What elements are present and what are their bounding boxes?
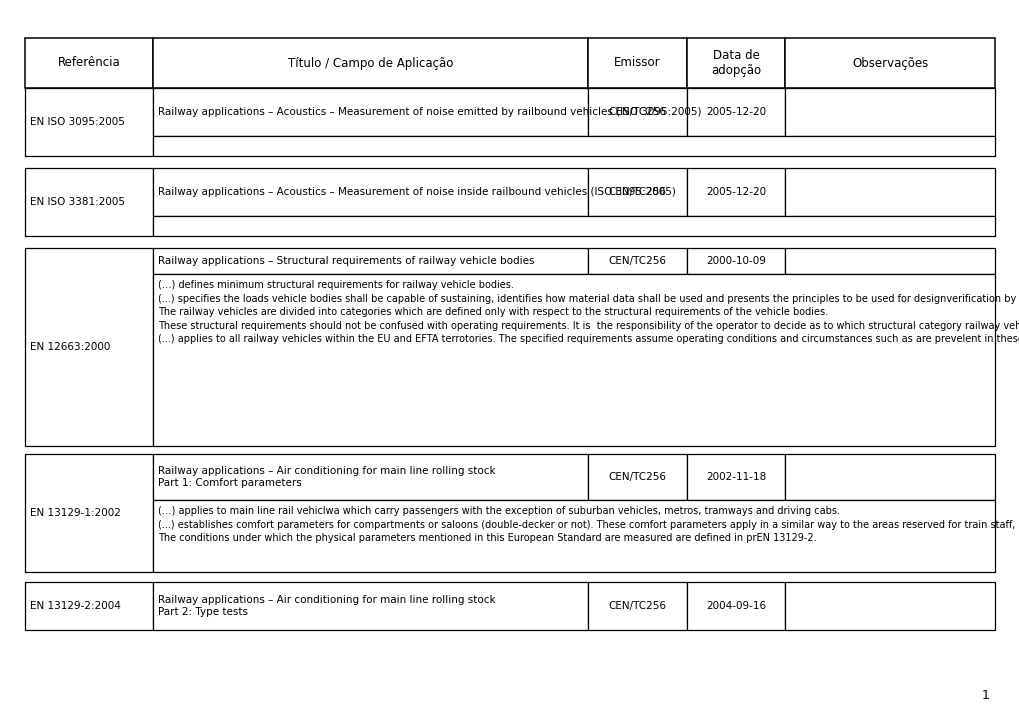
- Text: CEN/TC256: CEN/TC256: [607, 107, 665, 117]
- Bar: [587, 38, 686, 88]
- Text: Observações: Observações: [851, 56, 927, 70]
- Text: EN 13129-2:2004: EN 13129-2:2004: [30, 601, 121, 611]
- Text: 2000-10-09: 2000-10-09: [705, 256, 765, 266]
- Bar: [153, 168, 587, 216]
- Bar: [686, 168, 785, 216]
- Bar: [25, 248, 153, 446]
- Bar: [25, 38, 153, 88]
- Text: 2004-09-16: 2004-09-16: [705, 601, 765, 611]
- Bar: [25, 454, 153, 572]
- Bar: [785, 168, 994, 216]
- Text: CEN/TC256: CEN/TC256: [607, 601, 665, 611]
- Text: Railway applications – Acoustics – Measurement of noise inside railbound vehicle: Railway applications – Acoustics – Measu…: [158, 187, 676, 197]
- Bar: [153, 274, 994, 446]
- Text: Railway applications – Structural requirements of railway vehicle bodies: Railway applications – Structural requir…: [158, 256, 534, 266]
- Bar: [587, 248, 686, 274]
- Bar: [153, 454, 587, 500]
- Text: Título / Campo de Aplicação: Título / Campo de Aplicação: [287, 56, 452, 70]
- Text: 2005-12-20: 2005-12-20: [705, 187, 765, 197]
- Bar: [25, 582, 153, 630]
- Text: (…) applies to main line rail vehiclwa which carry passengers with the exception: (…) applies to main line rail vehiclwa w…: [158, 506, 1019, 543]
- Text: Data de
adopção: Data de adopção: [710, 49, 760, 77]
- Bar: [785, 248, 994, 274]
- Bar: [25, 88, 153, 156]
- Bar: [153, 248, 587, 274]
- Text: 2005-12-20: 2005-12-20: [705, 107, 765, 117]
- Bar: [686, 248, 785, 274]
- Bar: [587, 88, 686, 136]
- Text: EN ISO 3381:2005: EN ISO 3381:2005: [30, 197, 125, 207]
- Bar: [785, 38, 994, 88]
- Text: Railway applications – Air conditioning for main line rolling stock
Part 1: Comf: Railway applications – Air conditioning …: [158, 466, 495, 488]
- Bar: [686, 88, 785, 136]
- Text: Emissor: Emissor: [613, 56, 659, 70]
- Text: (…) defines minimum structural requirements for railway vehicle bodies.
(...) sp: (…) defines minimum structural requireme…: [158, 280, 1019, 344]
- Bar: [153, 500, 994, 572]
- Text: Referência: Referência: [58, 56, 120, 70]
- Bar: [153, 582, 587, 630]
- Text: CEN/TC256: CEN/TC256: [607, 472, 665, 482]
- Text: EN ISO 3095:2005: EN ISO 3095:2005: [30, 117, 124, 127]
- Bar: [153, 136, 994, 156]
- Bar: [686, 454, 785, 500]
- Bar: [587, 168, 686, 216]
- Bar: [785, 582, 994, 630]
- Bar: [587, 454, 686, 500]
- Text: EN 13129-1:2002: EN 13129-1:2002: [30, 508, 121, 518]
- Text: EN 12663:2000: EN 12663:2000: [30, 342, 110, 352]
- Bar: [686, 582, 785, 630]
- Bar: [153, 38, 587, 88]
- Text: Railway applications – Acoustics – Measurement of noise emitted by railbound veh: Railway applications – Acoustics – Measu…: [158, 107, 701, 117]
- Text: 2002-11-18: 2002-11-18: [705, 472, 765, 482]
- Text: CEN/TC256: CEN/TC256: [607, 187, 665, 197]
- Bar: [587, 582, 686, 630]
- Bar: [785, 88, 994, 136]
- Text: Railway applications – Air conditioning for main line rolling stock
Part 2: Type: Railway applications – Air conditioning …: [158, 595, 495, 618]
- Bar: [25, 168, 153, 236]
- Bar: [153, 216, 994, 236]
- Bar: [153, 88, 587, 136]
- Bar: [686, 38, 785, 88]
- Text: 1: 1: [981, 689, 989, 702]
- Text: CEN/TC256: CEN/TC256: [607, 256, 665, 266]
- Bar: [785, 454, 994, 500]
